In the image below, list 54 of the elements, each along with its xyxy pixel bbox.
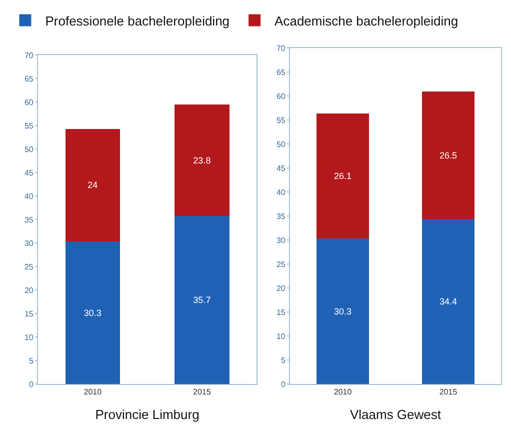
bar [316, 238, 370, 384]
data-label: 24 [88, 180, 98, 190]
y-tick-label: 70 [276, 44, 286, 53]
bar [174, 216, 230, 384]
y-tick-label: 55 [24, 121, 34, 130]
bar [65, 242, 120, 384]
data-label: 35.7 [193, 295, 211, 306]
y-tick-label: 45 [24, 168, 34, 178]
y-tick-label: 30 [24, 238, 34, 248]
y-tick-label: 50 [24, 144, 34, 154]
y-tick-label: 15 [276, 308, 286, 317]
y-tick-label: 60 [276, 92, 286, 101]
x-axis-title: Provincie Limburg [95, 407, 200, 422]
y-tick-label: 30 [276, 236, 286, 245]
y-tick-label: 70 [24, 50, 34, 60]
data-label: 23.8 [193, 155, 211, 166]
data-label: 34.4 [439, 296, 458, 306]
y-tick-label: 35 [24, 215, 34, 224]
y-tick-label: 25 [24, 262, 34, 272]
y-tick-label: 5 [28, 356, 34, 366]
bar [174, 104, 230, 216]
y-tick-label: 50 [276, 140, 286, 149]
y-tick-label: 20 [276, 284, 286, 293]
x-axis-title: Vlaams Gewest [350, 407, 442, 422]
data-label: 26.1 [334, 170, 352, 181]
y-tick-label: 55 [276, 116, 286, 125]
y-tick-label: 10 [24, 332, 34, 342]
data-label: 26.5 [439, 150, 458, 160]
x-tick-label: 2015 [193, 388, 212, 397]
y-tick-label: 60 [24, 98, 34, 107]
y-tick-label: 40 [276, 188, 286, 197]
data-label: 30.3 [334, 306, 352, 316]
y-tick-label: 25 [276, 260, 286, 269]
y-tick-label: 40 [24, 192, 34, 201]
y-tick-label: 5 [280, 356, 286, 365]
bar [422, 218, 475, 384]
y-tick-label: 15 [24, 309, 34, 318]
y-tick-label: 35 [276, 212, 286, 221]
legend-label: Professionele bacheleropleiding [45, 13, 230, 28]
y-tick-label: 65 [24, 74, 34, 84]
x-tick-label: 2010 [84, 388, 102, 397]
y-tick-label: 10 [276, 332, 286, 341]
x-tick-label: 2015 [439, 388, 458, 397]
x-tick-label: 2010 [334, 388, 352, 397]
legend-label: Academische bacheleropleiding [274, 13, 458, 28]
bar [422, 92, 475, 219]
data-label: 30.3 [84, 308, 102, 318]
y-tick-label: 20 [24, 286, 34, 295]
bar [316, 113, 370, 239]
y-tick-label: 0 [280, 380, 286, 389]
y-tick-label: 0 [28, 380, 34, 389]
bar [65, 128, 120, 242]
y-tick-label: 65 [276, 68, 286, 77]
y-tick-label: 45 [276, 164, 286, 173]
